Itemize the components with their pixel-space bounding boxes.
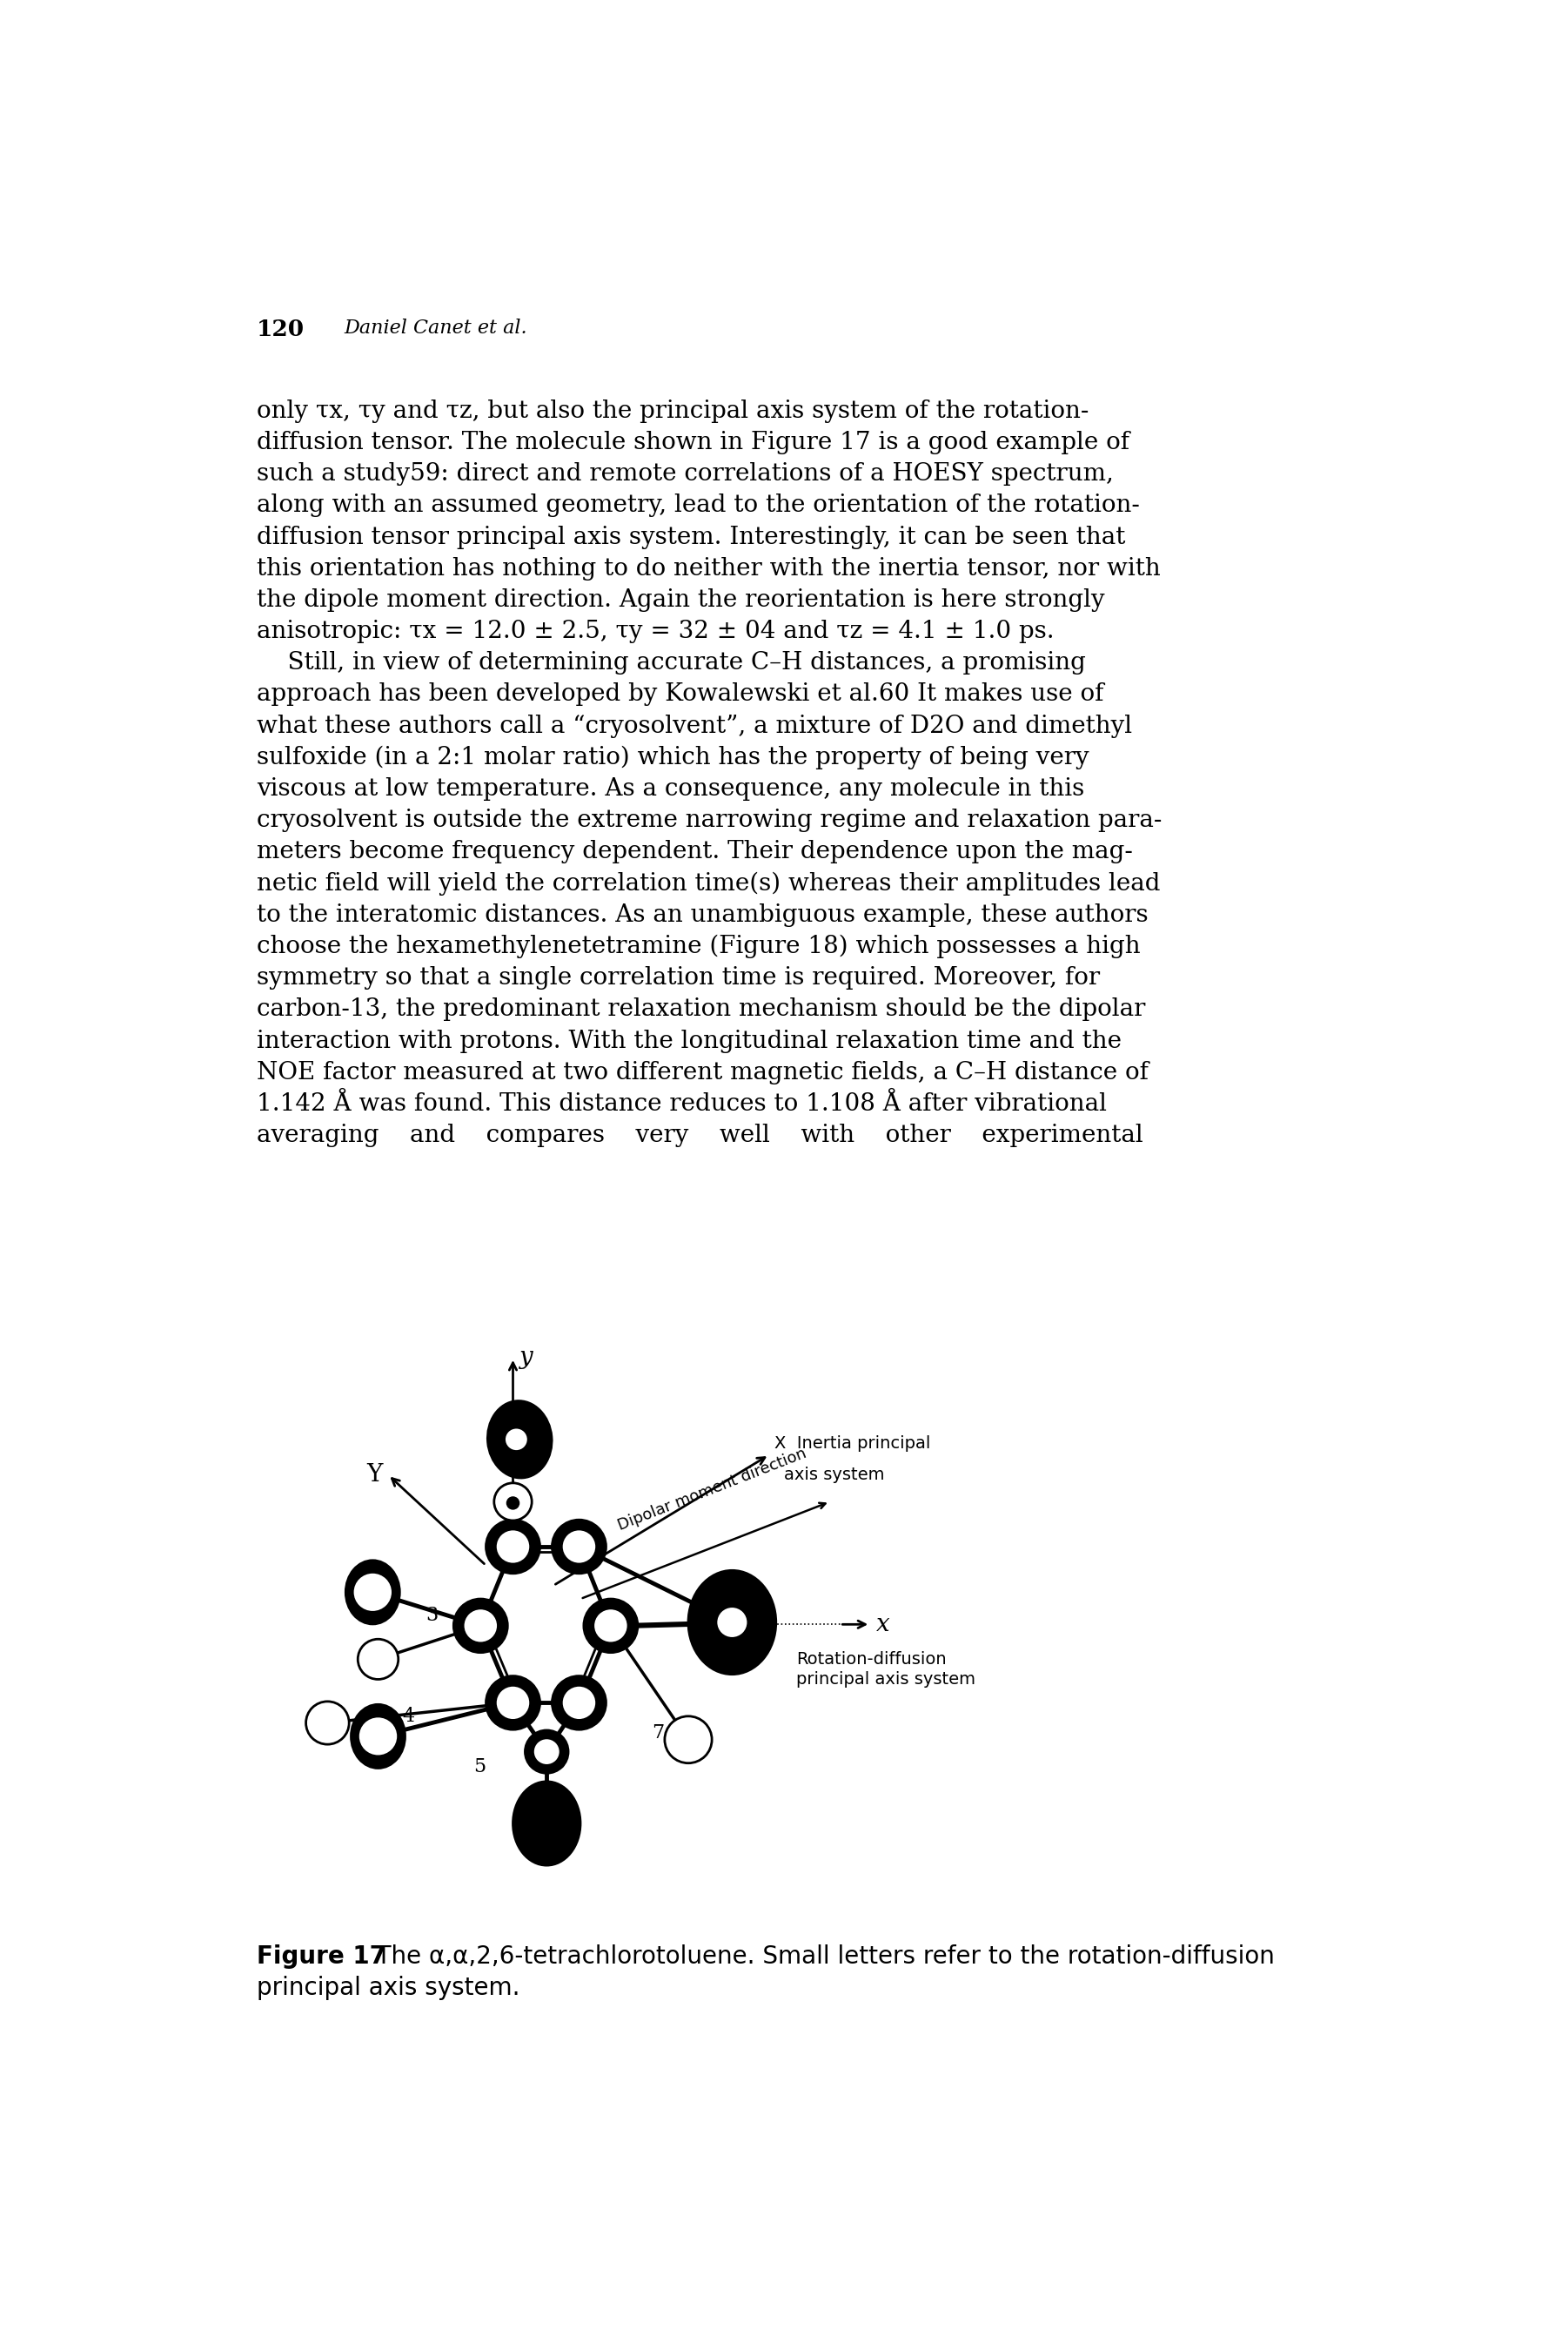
Text: 4: 4: [403, 1706, 414, 1725]
Text: NOE factor measured at two different magnetic fields, a C–H distance of: NOE factor measured at two different mag…: [257, 1060, 1149, 1083]
Text: approach has been developed by Kowalewski et al.60 It makes use of: approach has been developed by Kowalewsk…: [257, 684, 1104, 707]
Circle shape: [525, 1730, 568, 1774]
Circle shape: [717, 1607, 746, 1638]
Circle shape: [583, 1598, 638, 1652]
Text: Rotation-diffusion: Rotation-diffusion: [797, 1652, 947, 1668]
Text: sulfoxide (in a 2:1 molar ratio) which has the property of being very: sulfoxide (in a 2:1 molar ratio) which h…: [257, 745, 1090, 768]
Text: Y: Y: [367, 1464, 383, 1488]
Text: y: y: [519, 1347, 532, 1370]
Text: principal axis system: principal axis system: [797, 1671, 975, 1687]
Text: diffusion tensor. The molecule shown in Figure 17 is a good example of: diffusion tensor. The molecule shown in …: [257, 430, 1129, 454]
Ellipse shape: [688, 1570, 776, 1673]
Text: Figure 17: Figure 17: [257, 1943, 386, 1969]
Text: X  Inertia principal: X Inertia principal: [775, 1436, 931, 1452]
Text: Daniel Canet et al.: Daniel Canet et al.: [345, 320, 528, 338]
Circle shape: [486, 1520, 539, 1575]
Text: diffusion tensor principal axis system. Interestingly, it can be seen that: diffusion tensor principal axis system. …: [257, 526, 1126, 550]
Text: 1.142 Å was found. This distance reduces to 1.108 Å after vibrational: 1.142 Å was found. This distance reduces…: [257, 1093, 1107, 1116]
Circle shape: [561, 1530, 596, 1565]
Circle shape: [552, 1676, 605, 1730]
Text: such a study59: direct and remote correlations of a HOESY spectrum,: such a study59: direct and remote correl…: [257, 463, 1113, 486]
Text: viscous at low temperature. As a consequence, any molecule in this: viscous at low temperature. As a consequ…: [257, 778, 1085, 801]
Circle shape: [593, 1607, 629, 1643]
Text: interaction with protons. With the longitudinal relaxation time and the: interaction with protons. With the longi…: [257, 1029, 1121, 1053]
Circle shape: [354, 1574, 392, 1612]
Circle shape: [505, 1429, 527, 1450]
Text: averaging    and    compares    very    well    with    other    experimental: averaging and compares very well with ot…: [257, 1123, 1143, 1147]
Text: to the interatomic distances. As an unambiguous example, these authors: to the interatomic distances. As an unam…: [257, 902, 1148, 926]
Text: this orientation has nothing to do neither with the inertia tensor, nor with: this orientation has nothing to do neith…: [257, 557, 1160, 580]
Circle shape: [665, 1716, 712, 1762]
Circle shape: [358, 1640, 398, 1680]
Text: 7: 7: [652, 1723, 665, 1741]
Circle shape: [486, 1676, 539, 1730]
Circle shape: [306, 1701, 350, 1744]
Text: carbon-13, the predominant relaxation mechanism should be the dipolar: carbon-13, the predominant relaxation me…: [257, 999, 1146, 1022]
Text: anisotropic: τx = 12.0 ± 2.5, τy = 32 ± 04 and τz = 4.1 ± 1.0 ps.: anisotropic: τx = 12.0 ± 2.5, τy = 32 ± …: [257, 620, 1054, 644]
Text: along with an assumed geometry, lead to the orientation of the rotation-: along with an assumed geometry, lead to …: [257, 494, 1140, 517]
Text: netic field will yield the correlation time(s) whereas their amplitudes lead: netic field will yield the correlation t…: [257, 872, 1160, 895]
Circle shape: [463, 1607, 499, 1643]
Ellipse shape: [513, 1781, 580, 1866]
Text: principal axis system.: principal axis system.: [257, 1976, 521, 2000]
Circle shape: [495, 1685, 530, 1720]
Ellipse shape: [488, 1401, 552, 1478]
Circle shape: [552, 1520, 605, 1575]
Text: Still, in view of determining accurate C–H distances, a promising: Still, in view of determining accurate C…: [257, 651, 1085, 674]
Text: Dipolar moment direction: Dipolar moment direction: [615, 1445, 809, 1535]
Text: 1: 1: [571, 1711, 583, 1730]
Text: meters become frequency dependent. Their dependence upon the mag-: meters become frequency dependent. Their…: [257, 841, 1132, 865]
Circle shape: [506, 1497, 519, 1509]
Text: 3: 3: [426, 1605, 437, 1626]
Text: only τx, τy and τz, but also the principal axis system of the rotation-: only τx, τy and τz, but also the princip…: [257, 400, 1088, 423]
Text: 5: 5: [474, 1758, 486, 1777]
Text: The α,α,2,6-tetrachlorotoluene. Small letters refer to the rotation-diffusion: The α,α,2,6-tetrachlorotoluene. Small le…: [353, 1943, 1275, 1969]
Text: 2: 2: [497, 1549, 510, 1567]
Circle shape: [495, 1530, 530, 1565]
Ellipse shape: [345, 1560, 400, 1624]
Circle shape: [561, 1685, 596, 1720]
Text: symmetry so that a single correlation time is required. Moreover, for: symmetry so that a single correlation ti…: [257, 966, 1101, 989]
Text: axis system: axis system: [784, 1466, 884, 1483]
Circle shape: [453, 1598, 508, 1652]
Text: cryosolvent is outside the extreme narrowing regime and relaxation para-: cryosolvent is outside the extreme narro…: [257, 808, 1162, 832]
Circle shape: [359, 1718, 397, 1755]
Circle shape: [494, 1483, 532, 1520]
Ellipse shape: [351, 1704, 405, 1767]
Text: the dipole moment direction. Again the reorientation is here strongly: the dipole moment direction. Again the r…: [257, 588, 1105, 611]
Text: 120: 120: [257, 320, 304, 341]
Text: choose the hexamethylenetetramine (Figure 18) which possesses a high: choose the hexamethylenetetramine (Figur…: [257, 935, 1140, 959]
Text: x: x: [877, 1612, 889, 1636]
Text: what these authors call a “cryosolvent”, a mixture of D2O and dimethyl: what these authors call a “cryosolvent”,…: [257, 714, 1132, 738]
Circle shape: [533, 1739, 560, 1765]
Text: 6: 6: [552, 1753, 564, 1772]
